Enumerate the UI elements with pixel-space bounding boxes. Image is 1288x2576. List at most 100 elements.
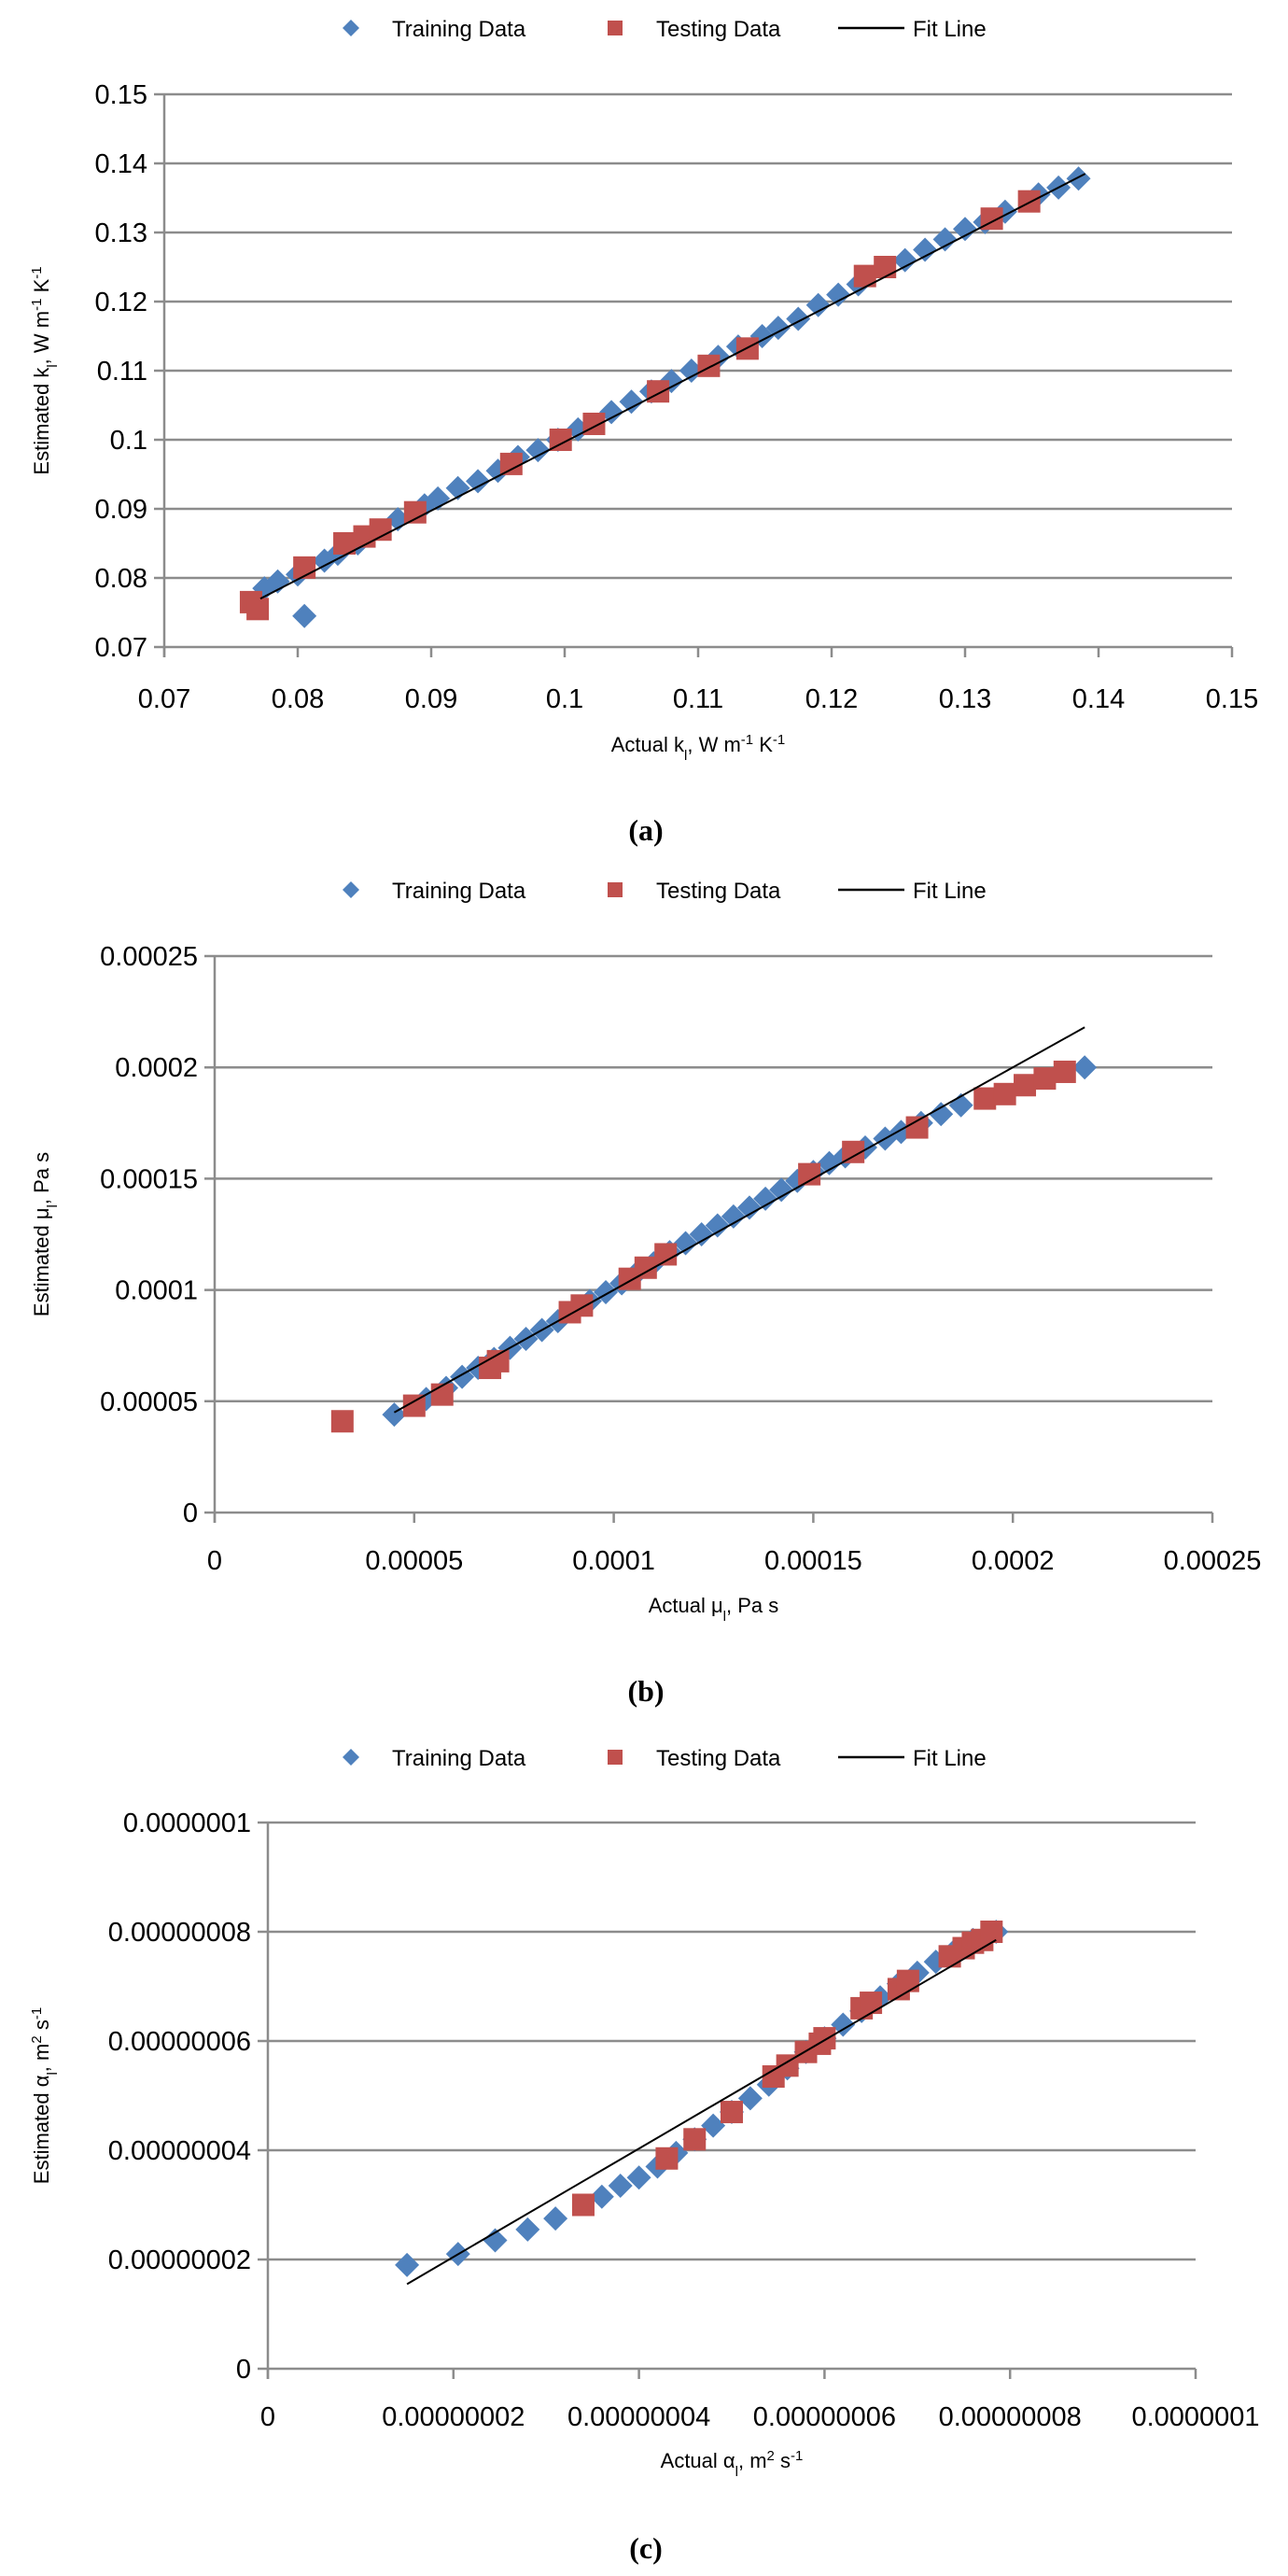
testing-point	[973, 1087, 997, 1110]
testing-point	[655, 2147, 679, 2170]
training-point	[805, 292, 831, 317]
legend-training-label: Training Data	[392, 1746, 526, 1771]
x-tick-label: 0	[260, 2402, 275, 2432]
training-point	[673, 1231, 698, 1256]
y-axis-title-part: l	[45, 2072, 61, 2075]
training-point	[382, 1402, 407, 1428]
x-tick-label: 0.14	[1072, 684, 1125, 714]
testing-point	[430, 1383, 454, 1406]
testing-point	[570, 1294, 594, 1317]
y-axis-title-part: -1	[29, 2007, 45, 2020]
y-axis-title: Estimated αl, m2 s-1	[29, 2007, 61, 2184]
x-axis-title-part: K	[753, 733, 773, 756]
y-axis-title-part: l	[45, 1204, 61, 1207]
training-point	[679, 359, 704, 383]
x-axis-title-part: l	[684, 748, 687, 764]
y-axis-title-part: Estimated k	[30, 367, 53, 475]
x-axis-title-part: Actual k	[611, 733, 685, 756]
training-point	[765, 316, 791, 341]
testing-point	[654, 1243, 678, 1266]
y-tick-label: 0.14	[95, 149, 147, 179]
y-tick-label: 0.13	[95, 218, 147, 248]
x-axis-title-part: -1	[791, 2448, 803, 2464]
y-tick-label: 0.00005	[100, 1387, 198, 1417]
testing-point	[683, 2128, 707, 2151]
x-axis-title-part: 2	[767, 2448, 775, 2464]
y-tick-label: 0	[236, 2355, 251, 2385]
training-point	[831, 2012, 856, 2037]
x-tick-label: 0.00000002	[382, 2402, 525, 2432]
legend-fit-label: Fit Line	[913, 1746, 987, 1771]
x-tick-label: 0.00005	[365, 1546, 463, 1576]
y-tick-label: 0.07	[95, 633, 147, 663]
testing-point	[896, 1969, 919, 1992]
x-axis-title: Actual αl, m2 s-1	[661, 2448, 804, 2480]
training-point	[769, 1177, 794, 1203]
x-tick-label: 0.00000004	[567, 2402, 710, 2432]
legend-testing-label: Testing Data	[656, 1746, 781, 1771]
x-tick-label: 0.00025	[1164, 1546, 1262, 1576]
testing-point	[813, 2027, 836, 2050]
x-axis-title: Actual μl, Pa s	[649, 1594, 779, 1625]
x-tick-label: 0.00000006	[753, 2402, 896, 2432]
y-tick-label: 0.11	[97, 357, 147, 387]
x-tick-label: 0.0002	[972, 1546, 1055, 1576]
testing-point	[330, 1410, 354, 1433]
x-tick-label: 0.12	[805, 684, 858, 714]
figure-caption: (a)	[628, 813, 663, 847]
training-point	[948, 1092, 973, 1118]
x-tick-label: 0.00015	[764, 1546, 862, 1576]
y-axis-title-part: -1	[29, 266, 45, 278]
training-point	[619, 389, 644, 415]
legend-training-marker	[343, 1749, 359, 1766]
x-axis-title-part: -1	[741, 732, 753, 748]
x-tick-label: 0.07	[138, 684, 190, 714]
testing-point	[798, 1162, 821, 1186]
y-axis-title: Estimated kl, W m-1 K-1	[29, 266, 61, 474]
y-axis-title-part: 2	[29, 2035, 45, 2043]
training-point	[913, 237, 938, 262]
testing-point	[721, 2101, 743, 2124]
x-axis-title: Actual kl, W m-1 K-1	[611, 732, 786, 764]
training-point	[515, 2217, 540, 2242]
x-axis-title-part: l	[735, 2464, 738, 2480]
training-point	[608, 2174, 633, 2199]
x-axis-title-part: Actual μ	[649, 1594, 723, 1617]
legend-testing-label: Testing Data	[656, 17, 781, 42]
training-point	[892, 247, 917, 273]
chart-b: Training Data Testing Data Fit Line 0 0.0000…	[30, 879, 1261, 1708]
y-tick-label: 0.08	[95, 564, 147, 594]
y-tick-label: 0.00025	[100, 942, 198, 972]
training-point	[737, 2086, 763, 2111]
training-point	[932, 227, 958, 252]
y-axis-title-part: s	[30, 2020, 53, 2035]
fit-line	[393, 1026, 1085, 1414]
legend-training-marker	[343, 881, 359, 898]
x-axis-title-part: s	[775, 2449, 791, 2472]
legend-training-label: Training Data	[392, 879, 526, 904]
y-axis-title-part: Estimated α	[30, 2075, 53, 2184]
x-tick-label: 0.15	[1206, 684, 1258, 714]
training-point	[292, 603, 317, 628]
y-tick-label: 0.00015	[100, 1164, 198, 1194]
y-tick-label: 0.12	[95, 288, 147, 317]
y-axis-title: Estimated μl, Pa s	[30, 1152, 61, 1316]
x-tick-label: 0.09	[405, 684, 457, 714]
y-axis-title-part: K	[30, 278, 53, 298]
training-point	[626, 2165, 651, 2190]
testing-point	[1014, 1074, 1037, 1097]
testing-point	[1033, 1067, 1057, 1091]
x-axis-title-part: Actual α	[661, 2449, 735, 2472]
x-tick-label: 0.0000001	[1131, 2402, 1259, 2432]
testing-point	[486, 1349, 510, 1372]
legend-fit-label: Fit Line	[913, 17, 987, 42]
y-tick-label: 0.15	[95, 80, 147, 110]
y-axis-title-part: , W m	[30, 311, 53, 364]
x-tick-label: 0	[207, 1546, 222, 1576]
y-axis-title-part: , m	[30, 2044, 53, 2073]
training-point	[1072, 1055, 1098, 1080]
testing-point	[246, 598, 270, 621]
training-point	[953, 217, 977, 242]
fit-line	[259, 173, 1086, 600]
